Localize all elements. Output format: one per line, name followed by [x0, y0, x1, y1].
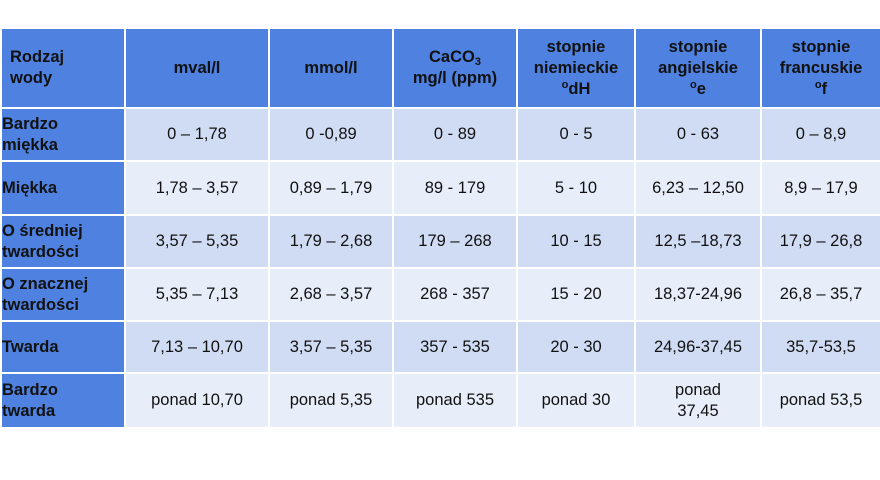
row-label-line: twardości — [2, 295, 80, 314]
table-cell: ponad 5,35 — [268, 372, 394, 429]
table-cell: 268 - 357 — [392, 267, 518, 322]
header-french-line2: francuskie — [779, 58, 863, 77]
header-german-unit: odH — [518, 79, 634, 100]
row-label-line: Miękka — [2, 178, 58, 197]
header-water-type-line2: wody — [10, 69, 53, 87]
row-label: Twarda — [0, 320, 126, 374]
table-cell: 10 - 15 — [516, 214, 636, 269]
table-row: O średniej twardości 3,57 – 5,35 1,79 – 2,6… — [0, 214, 880, 269]
table-cell: 12,5 –18,73 — [634, 214, 762, 269]
header-english-line1: stopnie — [668, 37, 728, 56]
row-label: Miękka — [0, 160, 126, 216]
header-english-unit: oe — [636, 79, 760, 100]
table-cell: 5 - 10 — [516, 160, 636, 216]
header-english-line2: angielskie — [658, 58, 738, 77]
header-row: Rodzaj wody mval/l mmol/l CaCO3 mg/l (pp… — [0, 27, 880, 109]
header-english-degrees: stopnie angielskie oe — [634, 27, 762, 109]
header-german-line2: niemieckie — [533, 58, 619, 77]
row-label-line: Bardzo — [2, 380, 58, 399]
header-french-unit-text: f — [821, 79, 828, 98]
row-label: O znacznej twardości — [0, 267, 126, 322]
table-cell: 179 – 268 — [392, 214, 518, 269]
row-label-line: Bardzo — [2, 114, 58, 133]
table-cell: 18,37-24,96 — [634, 267, 762, 322]
row-label-line: O średniej — [2, 221, 83, 240]
header-caco3-line2: mg/l (ppm) — [412, 69, 498, 87]
table-cell: 6,23 – 12,50 — [634, 160, 762, 216]
table-cell: 35,7-53,5 — [760, 320, 880, 374]
table-cell: 24,96-37,45 — [634, 320, 762, 374]
table-cell: 89 - 179 — [392, 160, 518, 216]
table-cell: 5,35 – 7,13 — [124, 267, 270, 322]
header-english-unit-text: e — [696, 79, 706, 98]
header-german-line1: stopnie — [546, 37, 606, 56]
header-water-type: Rodzaj wody — [0, 27, 126, 109]
table-cell: 17,9 – 26,8 — [760, 214, 880, 269]
header-french-degree-sign: o — [814, 78, 822, 91]
header-caco3-base: CaCO — [429, 48, 475, 66]
table-cell: 0 - 63 — [634, 107, 762, 162]
table-cell: ponad 30 — [516, 372, 636, 429]
table-cell: ponad 10,70 — [124, 372, 270, 429]
row-label: Bardzo miękka — [0, 107, 126, 162]
header-french-unit: of — [762, 79, 880, 100]
table-cell: 3,57 – 5,35 — [124, 214, 270, 269]
table-cell: 7,13 – 10,70 — [124, 320, 270, 374]
header-caco3-line1: CaCO3 — [394, 47, 516, 68]
row-label-line: Twarda — [2, 337, 59, 356]
table-cell: 0 - 89 — [392, 107, 518, 162]
header-mval-label: mval/l — [173, 58, 221, 77]
row-label: O średniej twardości — [0, 214, 126, 269]
table-cell: 26,8 – 35,7 — [760, 267, 880, 322]
header-french-degrees: stopnie francuskie of — [760, 27, 880, 109]
row-label-line: miękka — [2, 135, 58, 154]
table-cell: ponad 53,5 — [760, 372, 880, 429]
header-mval: mval/l — [124, 27, 270, 109]
table-cell-line: ponad — [675, 380, 721, 399]
table-cell: 1,79 – 2,68 — [268, 214, 394, 269]
header-mmol-label: mmol/l — [304, 58, 358, 77]
table-cell: 20 - 30 — [516, 320, 636, 374]
header-mmol: mmol/l — [268, 27, 394, 109]
row-label-line: O znacznej — [2, 274, 89, 293]
row-label-line: twardości — [2, 242, 80, 261]
table-cell: 0,89 – 1,79 — [268, 160, 394, 216]
table-cell: 0 – 1,78 — [124, 107, 270, 162]
table-cell: 1,78 – 3,57 — [124, 160, 270, 216]
table-row: Bardzo twarda ponad 10,70 ponad 5,35 ponad 5… — [0, 372, 880, 429]
table-row: Twarda 7,13 – 10,70 3,57 – 5,35 357 - 535 20… — [0, 320, 880, 374]
header-caco3-subscript: 3 — [474, 56, 481, 68]
table-cell: 0 -0,89 — [268, 107, 394, 162]
header-german-degrees: stopnie niemieckie odH — [516, 27, 636, 109]
table-cell: 0 - 5 — [516, 107, 636, 162]
table-row: Miękka 1,78 – 3,57 0,89 – 1,79 89 - 179 5 - … — [0, 160, 880, 216]
table-cell: 15 - 20 — [516, 267, 636, 322]
table-row: O znacznej twardości 5,35 – 7,13 2,68 – 3,5… — [0, 267, 880, 322]
header-german-unit-text: dH — [568, 79, 591, 98]
water-hardness-table: Rodzaj wody mval/l mmol/l CaCO3 mg/l (pp… — [0, 27, 880, 429]
table-cell: 0 – 8,9 — [760, 107, 880, 162]
row-label: Bardzo twarda — [0, 372, 126, 429]
table-cell-line: 37,45 — [677, 401, 719, 420]
table-cell: 8,9 – 17,9 — [760, 160, 880, 216]
table-cell: 357 - 535 — [392, 320, 518, 374]
table-cell: 3,57 – 5,35 — [268, 320, 394, 374]
table-cell: 2,68 – 3,57 — [268, 267, 394, 322]
header-caco3: CaCO3 mg/l (ppm) — [392, 27, 518, 109]
header-water-type-line1: Rodzaj — [10, 48, 65, 66]
header-english-degree-sign: o — [690, 78, 697, 91]
table-cell: ponad 37,45 — [634, 372, 762, 429]
table-cell: ponad 535 — [392, 372, 518, 429]
header-german-degree-sign: o — [561, 78, 569, 91]
row-label-line: twarda — [2, 401, 56, 420]
header-french-line1: stopnie — [791, 37, 851, 56]
